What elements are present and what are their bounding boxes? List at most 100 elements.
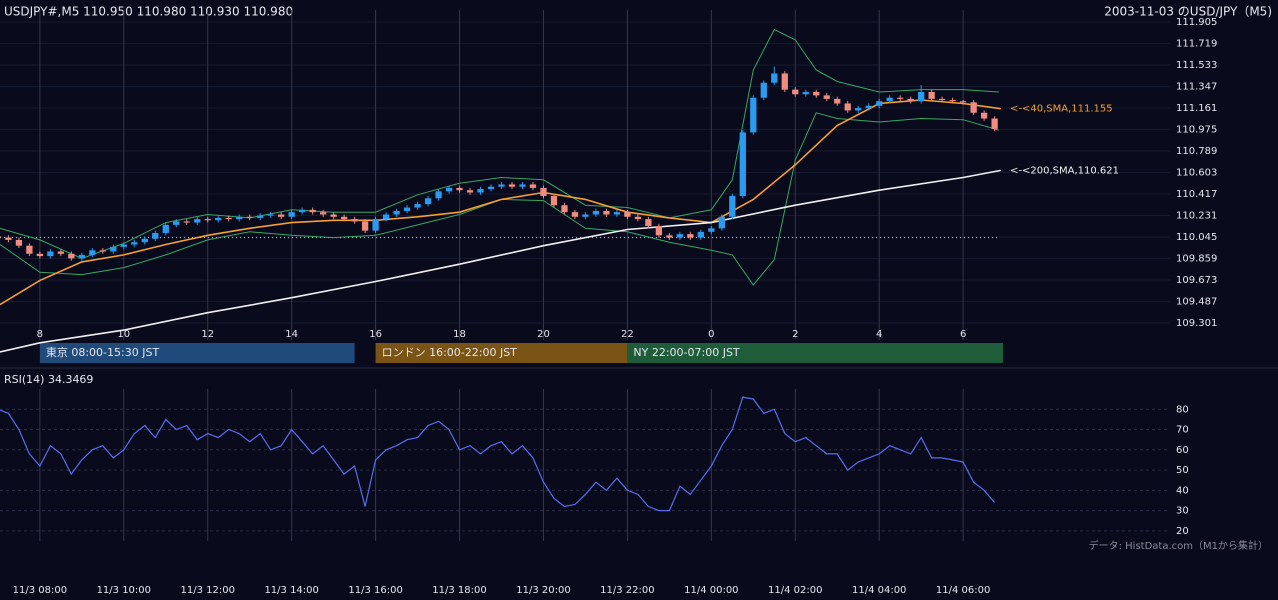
candle-body xyxy=(26,245,33,254)
y-tick-label: 110.975 xyxy=(1176,125,1217,136)
candle-body xyxy=(928,91,935,99)
candle-body xyxy=(173,221,180,225)
candle-body xyxy=(120,244,127,247)
candle-body xyxy=(194,219,201,223)
y-tick-label: 60 xyxy=(1176,445,1189,456)
candle-body xyxy=(340,216,348,220)
candle-body xyxy=(991,118,998,129)
y-tick-label: 30 xyxy=(1176,506,1189,517)
candle-body xyxy=(907,98,914,102)
candle-body xyxy=(131,242,138,245)
candle-body xyxy=(844,103,851,111)
x-tick-label: 20 xyxy=(537,329,550,340)
session-bar xyxy=(39,343,355,363)
x-tick-label: 11/3 10:00 xyxy=(97,585,151,596)
candle-body xyxy=(550,195,558,206)
rsi-line xyxy=(0,396,996,512)
candle-body xyxy=(330,214,337,217)
candle-body xyxy=(299,209,306,213)
y-tick-label: 40 xyxy=(1176,485,1189,496)
x-tick-label: 2 xyxy=(792,329,798,340)
candle-body xyxy=(141,238,148,243)
candle-body xyxy=(99,250,106,252)
candle-body xyxy=(183,221,190,223)
candle-body xyxy=(152,232,159,239)
candle-body xyxy=(676,234,684,238)
x-tick-label: 11/4 00:00 xyxy=(684,585,738,596)
candle-body xyxy=(267,214,274,216)
candle-body xyxy=(802,91,809,95)
candle-body xyxy=(15,239,23,246)
session-label: 東京 08:00-15:30 JST xyxy=(46,345,160,359)
y-tick-label: 20 xyxy=(1176,526,1189,537)
session-bar xyxy=(375,343,628,363)
y-tick-label: 110.603 xyxy=(1176,168,1217,179)
x-tick-label: 22 xyxy=(621,329,634,340)
candle-body xyxy=(288,212,295,217)
x-tick-label: 18 xyxy=(453,329,466,340)
candle-body xyxy=(372,219,379,231)
candle-body xyxy=(959,101,967,103)
y-tick-label: 111.161 xyxy=(1176,103,1217,114)
candle-body xyxy=(403,207,411,212)
candle-body xyxy=(980,112,988,119)
y-tick-label: 110.045 xyxy=(1176,232,1217,243)
candle-body xyxy=(351,219,358,222)
candle-body xyxy=(603,211,610,215)
candle-body xyxy=(89,250,96,255)
candle-body xyxy=(792,89,799,95)
candle-body xyxy=(886,97,893,102)
x-tick-label: 11/3 20:00 xyxy=(516,585,570,596)
source-note: データ: HistData.com（M1から集計） xyxy=(1089,539,1268,552)
indicator-annotation: <-<200,SMA,110.621 xyxy=(1010,165,1119,176)
x-tick-label: 0 xyxy=(708,329,714,340)
x-tick-label: 10 xyxy=(117,329,130,340)
x-tick-label: 14 xyxy=(285,329,298,340)
y-tick-label: 70 xyxy=(1176,425,1189,436)
candle-body xyxy=(5,237,12,240)
rsi-title: RSI(14) 34.3469 xyxy=(4,373,93,386)
indicator-line xyxy=(0,99,1002,306)
candle-body xyxy=(278,214,285,217)
y-tick-label: 110.231 xyxy=(1176,211,1217,222)
candle-body xyxy=(361,221,369,231)
candle-body xyxy=(781,73,788,90)
candle-body xyxy=(319,212,327,215)
x-tick-label: 11/3 16:00 xyxy=(348,585,402,596)
x-tick-label: 6 xyxy=(960,329,966,340)
candle-body xyxy=(865,105,872,109)
candle-body xyxy=(739,132,746,196)
y-tick-label: 109.673 xyxy=(1176,275,1217,286)
candle-body xyxy=(445,187,453,192)
candle-body xyxy=(729,195,736,217)
candle-body xyxy=(257,215,264,218)
candle-body xyxy=(110,246,117,252)
candle-body xyxy=(897,97,904,99)
chart-subtitle: 2003-11-03 のUSD/JPY（M5) xyxy=(1104,5,1272,19)
candle-body xyxy=(57,251,64,254)
x-tick-label: 11/4 04:00 xyxy=(852,585,906,596)
x-tick-label: 11/3 18:00 xyxy=(432,585,486,596)
candle-body xyxy=(718,216,725,229)
candle-body xyxy=(813,91,820,96)
candle-body xyxy=(939,98,946,101)
session-label: ロンドン 16:00-22:00 JST xyxy=(382,346,518,359)
candle-body xyxy=(876,101,883,106)
candle-body xyxy=(508,184,516,187)
candle-body xyxy=(823,95,830,99)
y-tick-label: 109.859 xyxy=(1176,254,1217,265)
candle-body xyxy=(613,212,621,215)
candle-body xyxy=(918,91,925,102)
candle-body xyxy=(834,98,841,104)
candle-body xyxy=(68,253,75,259)
candle-body xyxy=(162,224,169,233)
candle-body xyxy=(582,214,589,217)
x-tick-label: 16 xyxy=(369,329,382,340)
chart-title: USDJPY#,M5 110.950 110.980 110.930 110.9… xyxy=(4,5,293,19)
candle-body xyxy=(466,190,474,193)
candle-body xyxy=(592,211,600,215)
candle-body xyxy=(456,187,463,191)
